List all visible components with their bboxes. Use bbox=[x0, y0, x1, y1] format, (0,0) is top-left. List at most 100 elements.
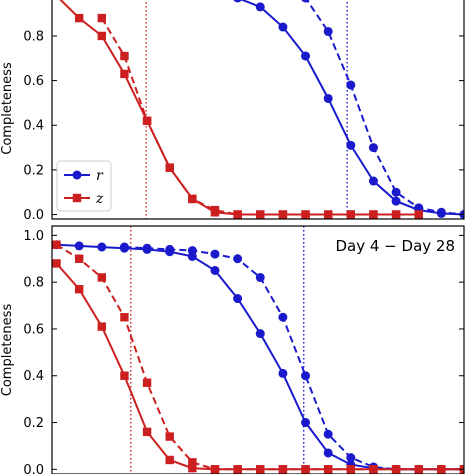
y-tick-label: 0.0 bbox=[23, 463, 44, 474]
point-r bbox=[142, 243, 152, 253]
point-z bbox=[323, 210, 333, 219]
point-r bbox=[255, 329, 265, 339]
point-z bbox=[188, 463, 197, 473]
point-r bbox=[233, 294, 243, 304]
point-z bbox=[52, 259, 61, 268]
point-r bbox=[368, 176, 378, 186]
point-z bbox=[120, 313, 129, 322]
point-z bbox=[278, 210, 288, 219]
point-z bbox=[323, 465, 333, 474]
point-z bbox=[391, 210, 401, 219]
point-r bbox=[346, 80, 356, 90]
point-z bbox=[256, 210, 265, 219]
point-r bbox=[301, 0, 310, 3]
point-r bbox=[97, 242, 107, 252]
series-line-r-solid bbox=[239, 0, 464, 216]
point-z bbox=[74, 13, 84, 23]
point-z bbox=[369, 210, 378, 219]
point-r bbox=[391, 196, 401, 206]
point-z bbox=[346, 210, 356, 219]
point-r bbox=[391, 187, 401, 197]
y-tick-label: 0.6 bbox=[23, 322, 44, 337]
point-z bbox=[256, 465, 265, 474]
point-r bbox=[255, 2, 265, 12]
point-z bbox=[74, 284, 84, 294]
y-tick-label: 0.6 bbox=[23, 74, 44, 89]
y-tick-label: 0.8 bbox=[23, 276, 44, 291]
point-z bbox=[120, 51, 129, 61]
legend-label-z: z bbox=[95, 191, 104, 207]
point-r bbox=[323, 93, 333, 103]
legend-label-r: r bbox=[96, 168, 104, 184]
point-z bbox=[233, 465, 242, 474]
series-line-z-dashed bbox=[100, 17, 419, 216]
annotation-bg bbox=[312, 234, 458, 256]
point-r bbox=[165, 244, 175, 254]
point-r bbox=[368, 143, 378, 153]
point-z bbox=[52, 240, 61, 249]
y-tick-label: 0.4 bbox=[23, 119, 44, 134]
series-line-r-dashed bbox=[305, 0, 464, 216]
point-r bbox=[74, 241, 84, 251]
y-tick-label: 0.8 bbox=[23, 29, 44, 44]
point-z bbox=[97, 31, 107, 41]
point-r bbox=[278, 368, 288, 378]
point-z bbox=[142, 116, 152, 125]
point-z bbox=[437, 465, 446, 474]
point-r bbox=[414, 203, 424, 213]
point-z bbox=[97, 273, 107, 282]
point-r bbox=[301, 371, 311, 381]
point-z bbox=[97, 13, 107, 23]
legend-marker-z bbox=[72, 193, 82, 203]
legend-marker-r bbox=[72, 170, 82, 180]
point-r bbox=[233, 254, 243, 264]
point-z bbox=[97, 322, 107, 331]
point-z bbox=[233, 210, 242, 219]
top-panel: 0.0 0.2 0.4 0.6 0.8 Completeness rz bbox=[0, 0, 465, 223]
point-r bbox=[210, 265, 220, 275]
y-axis-label: Completeness bbox=[0, 304, 15, 397]
point-z bbox=[346, 465, 356, 474]
axes-frame bbox=[51, 0, 465, 220]
point-r bbox=[278, 312, 288, 322]
y-tick-label: 1.0 bbox=[23, 229, 44, 244]
point-z bbox=[414, 210, 423, 219]
point-r bbox=[301, 418, 311, 428]
point-z bbox=[414, 465, 423, 474]
point-z bbox=[369, 465, 378, 474]
point-z bbox=[391, 465, 401, 474]
point-r bbox=[210, 249, 220, 259]
point-r bbox=[346, 453, 356, 463]
point-z bbox=[301, 210, 310, 219]
y-tick-label: 0.2 bbox=[23, 416, 44, 431]
point-r bbox=[436, 207, 446, 217]
point-r bbox=[346, 140, 356, 150]
point-r bbox=[187, 246, 197, 256]
point-z bbox=[210, 205, 220, 215]
point-z bbox=[165, 163, 174, 172]
panel-annotation: Day 4 − Day 28 bbox=[335, 237, 455, 255]
y-axis-label: Completeness bbox=[0, 62, 15, 155]
point-r bbox=[119, 242, 129, 252]
point-z bbox=[74, 254, 84, 263]
plot-area bbox=[52, 226, 464, 474]
point-z bbox=[278, 465, 288, 474]
y-tick-label: 0.2 bbox=[23, 163, 44, 178]
series-line-r-dashed bbox=[124, 246, 464, 471]
point-z bbox=[165, 455, 174, 465]
point-z bbox=[210, 465, 220, 474]
point-z bbox=[142, 378, 152, 387]
point-r bbox=[255, 272, 265, 282]
point-z bbox=[165, 432, 174, 441]
point-r bbox=[323, 26, 333, 36]
axes-frame bbox=[51, 225, 465, 474]
series-line-z-solid bbox=[55, 262, 464, 471]
point-z bbox=[301, 465, 310, 474]
point-z bbox=[142, 427, 152, 437]
point-r bbox=[278, 22, 288, 32]
point-r bbox=[323, 429, 333, 439]
point-z bbox=[120, 371, 129, 380]
point-z bbox=[188, 194, 197, 204]
point-z bbox=[188, 458, 197, 467]
